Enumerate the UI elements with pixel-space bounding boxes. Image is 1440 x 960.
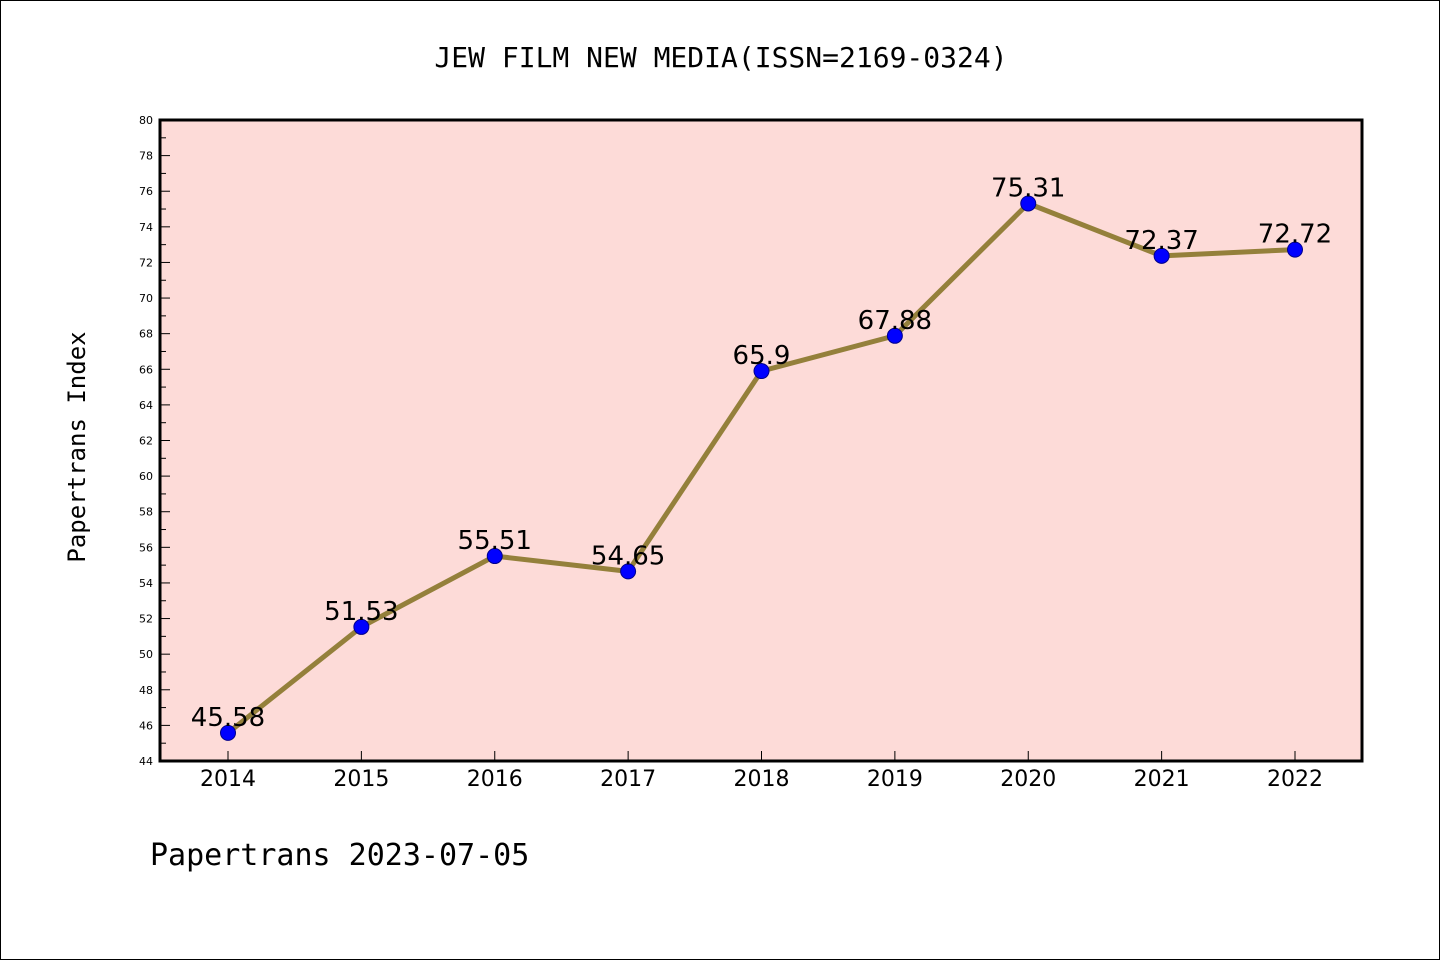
data-label: 75.31 xyxy=(991,174,1065,204)
y-tick-label: 58 xyxy=(139,506,153,519)
data-point xyxy=(1020,195,1037,212)
y-tick-label: 48 xyxy=(139,684,153,697)
plot-area xyxy=(160,120,1362,761)
y-tick-label: 54 xyxy=(139,577,153,590)
y-tick-label: 70 xyxy=(139,292,153,305)
data-point xyxy=(220,724,236,741)
y-tick-label: 60 xyxy=(139,470,153,483)
x-tick-label: 2019 xyxy=(867,767,923,792)
x-tick-label: 2021 xyxy=(1134,767,1190,792)
data-points xyxy=(220,195,1303,741)
data-label: 45.58 xyxy=(191,703,265,733)
x-tick-label: 2015 xyxy=(333,767,389,792)
x-tick-label: 2020 xyxy=(1000,767,1056,792)
y-axis-label: Papertrans Index xyxy=(63,331,91,562)
y-tick-label: 56 xyxy=(139,541,153,554)
footer-credit: Papertrans 2023-07-05 xyxy=(150,838,529,873)
data-point xyxy=(753,363,770,380)
y-tick-label: 78 xyxy=(139,150,153,163)
data-label: 72.72 xyxy=(1258,220,1332,250)
x-tick-label: 2014 xyxy=(200,767,256,792)
y-tick-label: 74 xyxy=(139,221,153,234)
data-label: 54.65 xyxy=(591,541,665,571)
y-tick-label: 50 xyxy=(139,648,153,661)
data-label: 51.53 xyxy=(324,597,398,627)
data-point xyxy=(353,618,370,635)
plot-border xyxy=(158,118,1364,763)
y-tick-label: 68 xyxy=(139,328,153,341)
y-tick-label: 44 xyxy=(139,755,153,768)
data-point xyxy=(1153,247,1170,264)
y-tick-label: 66 xyxy=(139,363,153,376)
data-point xyxy=(620,563,637,580)
data-point xyxy=(1287,241,1303,258)
axis-ticks: 44 46 48 50 52 54 56 58 60 62 64 66 68 70 72 74 76 78 80 20… xyxy=(139,114,1323,792)
x-tick-label: 2022 xyxy=(1267,767,1323,792)
y-tick-label: 64 xyxy=(139,399,153,412)
y-tick-label: 76 xyxy=(139,185,153,198)
data-point xyxy=(886,327,903,344)
data-point xyxy=(486,548,503,565)
y-tick-label: 80 xyxy=(139,114,153,127)
x-tick-label: 2016 xyxy=(467,767,523,792)
x-tick-label: 2017 xyxy=(600,767,656,792)
data-label: 67.88 xyxy=(858,306,932,336)
y-tick-label: 46 xyxy=(139,719,153,732)
data-labels: 45.58 51.53 55.51 54.65 65.9 67.88 75.31 72.37 7… xyxy=(191,174,1332,733)
y-tick-label: 62 xyxy=(139,435,153,448)
data-label: 65.9 xyxy=(733,341,791,371)
x-tick-label: 2018 xyxy=(734,767,790,792)
data-label: 55.51 xyxy=(458,526,532,556)
y-tick-label: 72 xyxy=(139,256,153,269)
y-tick-label: 52 xyxy=(139,613,153,626)
chart-title: JEW FILM NEW MEDIA(ISSN=2169-0324) xyxy=(434,41,1007,74)
data-label: 72.37 xyxy=(1124,226,1198,256)
